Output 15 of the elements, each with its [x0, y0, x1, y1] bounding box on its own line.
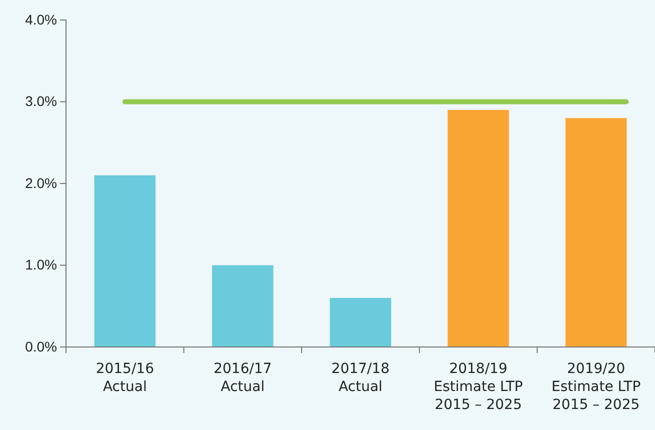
x-tick-label: 2018/19 Estimate LTP 2015 – 2025	[434, 361, 523, 413]
y-tick-label: 3.0%	[25, 93, 57, 110]
bar	[330, 298, 392, 347]
x-tick-label: 2017/18 Actual	[331, 361, 390, 395]
x-tick-label: 2016/17 Actual	[214, 361, 272, 395]
y-tick-label: 2.0%	[25, 174, 57, 191]
y-tick-label: 1.0%	[25, 256, 57, 273]
y-tick-label: 0.0%	[25, 338, 57, 354]
bar	[448, 110, 509, 347]
bar	[212, 265, 274, 347]
x-tick-label: 2019/20 Estimate LTP 2015 – 2025	[552, 361, 641, 413]
x-tick-label: 2015/16 Actual	[96, 361, 154, 395]
bar	[565, 118, 627, 347]
y-tick-label: 4.0%	[25, 11, 57, 28]
bar	[94, 175, 156, 347]
